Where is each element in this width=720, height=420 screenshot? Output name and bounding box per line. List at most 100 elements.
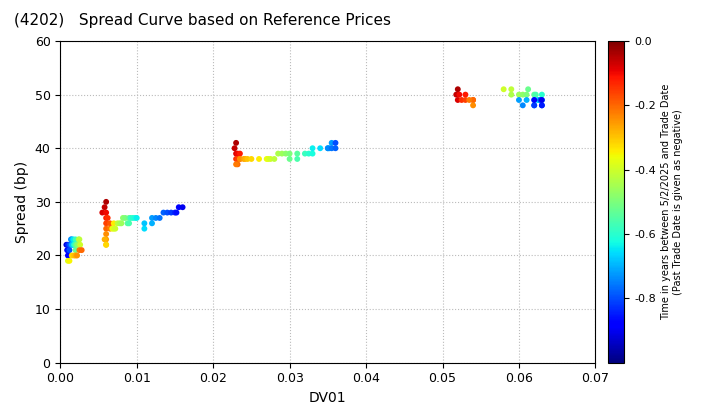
Point (70, 252, 81, 259)
Point (505, 91, 517, 98)
Point (528, 97, 540, 103)
Point (528, 102, 540, 109)
Point (73, 247, 85, 254)
Point (108, 225, 120, 232)
Point (69, 241, 81, 248)
Point (238, 155, 250, 162)
Point (125, 215, 136, 221)
Point (100, 225, 112, 232)
Point (100, 231, 112, 237)
Point (307, 145, 318, 152)
Point (74, 241, 86, 248)
Point (232, 150, 243, 157)
Point (521, 91, 532, 98)
Point (99, 236, 110, 243)
Point (100, 236, 112, 243)
Point (62, 252, 73, 259)
Point (246, 155, 257, 162)
Point (530, 91, 541, 98)
Point (70, 241, 81, 248)
Point (240, 155, 251, 162)
Point (100, 209, 112, 216)
Point (303, 150, 315, 157)
Point (100, 215, 112, 221)
Point (66, 241, 78, 248)
Point (534, 97, 546, 103)
Point (154, 215, 166, 221)
Point (72, 241, 84, 248)
Point (452, 86, 464, 93)
Point (234, 155, 246, 162)
Point (117, 215, 129, 221)
Point (139, 220, 150, 227)
Point (523, 86, 534, 93)
Point (76, 247, 87, 254)
Point (123, 215, 135, 221)
Point (62, 241, 73, 248)
Point (528, 91, 540, 98)
Point (315, 145, 326, 152)
Point (284, 150, 295, 157)
Point (70, 247, 81, 254)
Point (177, 204, 189, 210)
Point (323, 145, 335, 152)
Point (123, 220, 135, 227)
Point (63, 257, 75, 264)
Point (112, 220, 123, 227)
Point (234, 150, 246, 157)
Point (100, 220, 112, 227)
Point (60, 241, 72, 248)
Point (536, 102, 548, 109)
Point (62, 247, 73, 254)
Point (150, 215, 161, 221)
Point (261, 155, 272, 162)
Point (451, 91, 462, 98)
Point (280, 150, 292, 157)
Point (114, 220, 126, 227)
Point (230, 150, 242, 157)
Point (61, 247, 73, 254)
Point (459, 91, 471, 98)
Point (454, 91, 465, 98)
Point (467, 102, 479, 109)
Point (62, 257, 73, 264)
Point (66, 236, 78, 243)
Point (104, 220, 116, 227)
Point (242, 155, 253, 162)
Point (100, 199, 112, 205)
Point (68, 241, 80, 248)
Point (517, 91, 528, 98)
Point (505, 86, 517, 93)
Point (513, 91, 525, 98)
Point (265, 155, 276, 162)
Point (67, 241, 78, 248)
Point (65, 241, 76, 248)
Point (299, 150, 310, 157)
Point (127, 215, 139, 221)
Point (230, 161, 242, 168)
Point (536, 91, 548, 98)
Point (66, 236, 77, 243)
Point (230, 155, 242, 162)
Point (71, 252, 83, 259)
Point (230, 139, 242, 146)
Point (456, 97, 467, 103)
Point (102, 215, 114, 221)
Point (73, 236, 85, 243)
Point (322, 145, 333, 152)
Point (253, 155, 265, 162)
Point (269, 155, 280, 162)
Point (63, 241, 75, 248)
Point (96, 209, 108, 216)
Point (100, 241, 112, 248)
Point (232, 161, 243, 168)
Point (521, 97, 532, 103)
Point (169, 209, 181, 216)
Y-axis label: Time in years between 5/2/2025 and Trade Date
(Past Trade Date is given as negat: Time in years between 5/2/2025 and Trade… (662, 84, 683, 320)
Point (276, 150, 288, 157)
Point (146, 220, 158, 227)
Point (536, 97, 548, 103)
Point (104, 225, 116, 232)
Point (166, 209, 177, 216)
Point (68, 252, 80, 259)
